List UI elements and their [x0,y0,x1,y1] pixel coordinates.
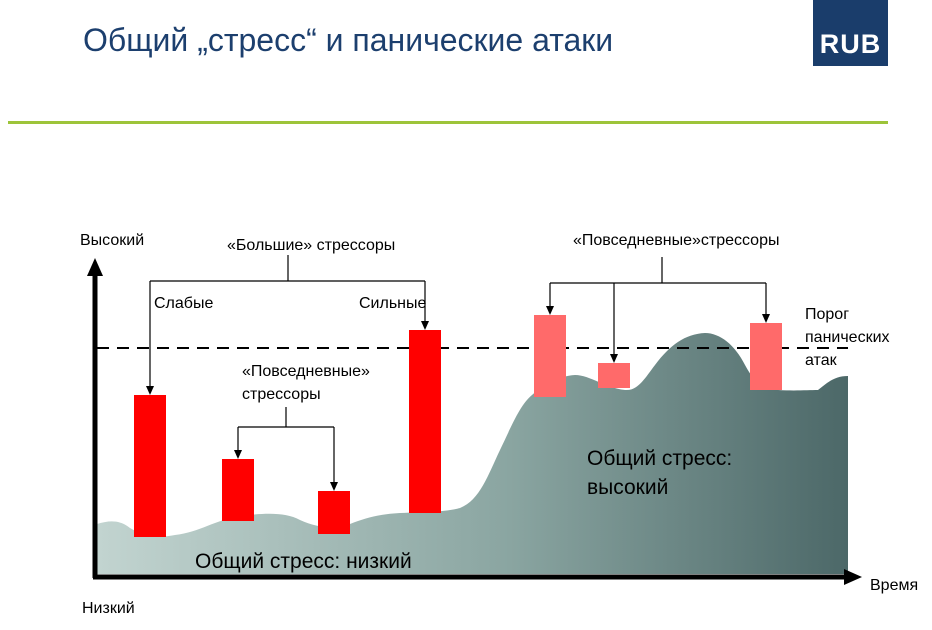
threshold-label-line1: Порог [805,306,849,323]
stress-level-area [97,333,848,574]
big-stressors-label: «Большие» стрессоры [227,237,395,254]
bar-daily-high-1 [534,315,566,397]
daily-low-label-line1: «Повседневные» [242,363,370,380]
stress-low-label: Общий стресс: низкий [195,550,412,573]
bar-big-weak [134,395,166,537]
stress-high-label-line1: Общий стресс: [587,447,732,470]
strong-label: Сильные [359,295,427,312]
daily-low-label-line2: стрессоры [242,386,321,403]
logo-light-text: B [860,29,882,59]
x-axis [93,569,862,585]
y-axis [87,258,103,578]
bar-daily-low-1 [222,459,254,521]
bracket-daily-high [546,257,770,363]
weak-label: Слабые [154,295,213,312]
bracket-big-stressors [146,255,429,395]
slide-title: Общий „стресс“ и панические атаки [83,22,614,58]
bar-daily-high-3 [750,323,782,390]
y-axis-high-label: Высокий [80,232,144,249]
bar-big-strong [409,330,441,513]
daily-high-label: «Повседневные»стрессоры [573,232,779,249]
title-divider [8,121,888,124]
rub-logo: RU B [813,0,888,66]
stress-high-label-line2: высокий [587,476,668,499]
threshold-label-line2: панических [805,329,890,346]
threshold-label-line3: атак [805,352,838,369]
x-axis-label: Время [870,577,918,594]
bar-daily-high-2 [598,363,630,388]
y-axis-low-label: Низкий [82,600,135,617]
bar-daily-low-2 [318,491,350,534]
logo-bold-text: RU [819,29,861,59]
bracket-daily-low [234,407,338,491]
